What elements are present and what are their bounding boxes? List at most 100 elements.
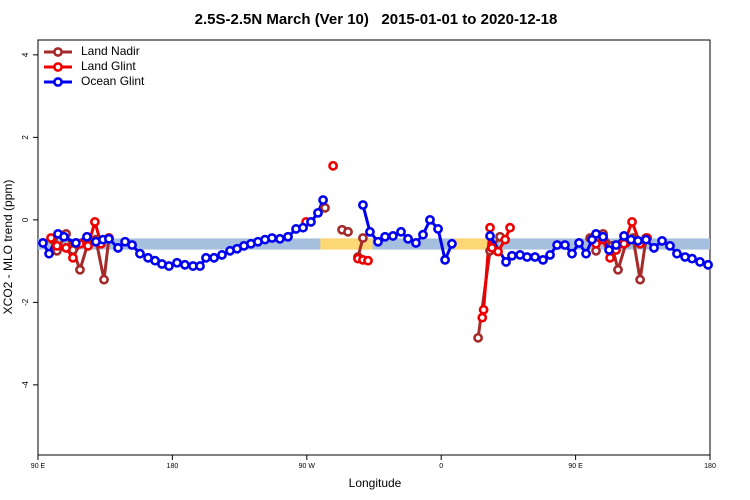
data-point (522, 252, 532, 262)
data-point (306, 217, 316, 227)
data-point (505, 222, 515, 233)
data-point (605, 252, 615, 263)
data-point (61, 243, 71, 253)
data-point (649, 243, 659, 253)
data-point (127, 240, 137, 250)
data-point (695, 257, 705, 267)
data-point (320, 202, 330, 213)
data-point (328, 160, 338, 171)
data-point (635, 274, 646, 285)
data-point (164, 261, 174, 271)
data-point (217, 250, 227, 260)
data-point (283, 231, 293, 242)
data-point (46, 233, 56, 243)
chart-title: 2.5S-2.5N March (Ver 10) 2015-01-01 to 2… (195, 11, 558, 28)
data-point (687, 253, 697, 264)
data-point (313, 207, 323, 218)
data-point (633, 235, 643, 246)
legend-marker (53, 62, 63, 72)
data-point (68, 252, 78, 263)
data-point (180, 259, 190, 270)
data-point (477, 312, 488, 323)
data-point (365, 226, 375, 237)
data-point (59, 231, 69, 242)
legend-label: Ocean Glint (81, 74, 145, 88)
data-point (478, 304, 489, 315)
data-point (418, 229, 428, 240)
data-point (267, 233, 277, 243)
data-point (396, 226, 406, 237)
y-tick-label: 2 (21, 135, 30, 140)
legend-marker (53, 77, 63, 87)
data-point (574, 238, 584, 248)
x-axis-label: Longitude (349, 476, 402, 490)
x-tick-label: 90 E (31, 463, 46, 470)
data-point (113, 243, 123, 253)
data-point (672, 248, 682, 259)
x-tick-label: 180 (704, 463, 716, 470)
data-point (665, 240, 675, 251)
data-point (358, 200, 368, 210)
data-point (298, 222, 308, 233)
data-point (552, 240, 562, 250)
data-point (83, 240, 93, 251)
data-point (530, 252, 540, 262)
data-point (581, 248, 591, 259)
data-point (89, 217, 100, 227)
data-point (545, 250, 555, 260)
y-tick-label: 0 (21, 217, 30, 222)
data-point (343, 226, 353, 237)
data-point (447, 238, 457, 249)
y-axis-label: XCO2 - MLO trend (ppm) (1, 180, 15, 315)
data-point (440, 254, 450, 265)
x-tick-label: 0 (439, 463, 443, 470)
reference-band (454, 238, 491, 250)
data-point (104, 233, 114, 244)
x-tick-label: 90 E (568, 463, 583, 470)
reference-band (320, 238, 373, 250)
data-point (403, 233, 413, 244)
data-point (433, 224, 443, 234)
data-point (507, 250, 517, 261)
data-point (388, 231, 398, 241)
data-point (358, 233, 368, 243)
data-point (493, 246, 503, 257)
data-point (560, 240, 570, 250)
data-point (538, 254, 548, 265)
data-point (380, 231, 390, 242)
data-point (627, 217, 637, 227)
data-point (501, 257, 511, 267)
legend-marker (53, 47, 63, 57)
y-tick-label: -4 (21, 381, 30, 389)
data-point (613, 264, 623, 275)
data-point (52, 240, 62, 251)
data-point (373, 236, 383, 247)
data-point (209, 252, 219, 263)
data-point (38, 238, 48, 248)
data-point (657, 235, 667, 246)
data-point (75, 264, 85, 275)
data-point (604, 245, 614, 255)
data-point (363, 255, 373, 266)
data-point (425, 214, 435, 225)
data-point (567, 248, 577, 259)
data-point (71, 238, 81, 248)
data-point (82, 231, 92, 242)
data-point (619, 231, 629, 241)
legend-label: Land Glint (81, 59, 136, 73)
data-point (275, 233, 285, 244)
data-point (473, 332, 483, 343)
data-point (703, 259, 713, 270)
data-point (500, 234, 511, 245)
data-point (485, 231, 495, 241)
y-tick-label: -2 (21, 298, 30, 306)
data-point (44, 248, 54, 259)
data-point (485, 222, 495, 233)
data-point (318, 195, 328, 205)
data-point (172, 257, 182, 268)
data-point (135, 248, 145, 259)
x-tick-label: 180 (167, 463, 179, 470)
data-point (641, 234, 651, 245)
data-point (411, 238, 421, 248)
